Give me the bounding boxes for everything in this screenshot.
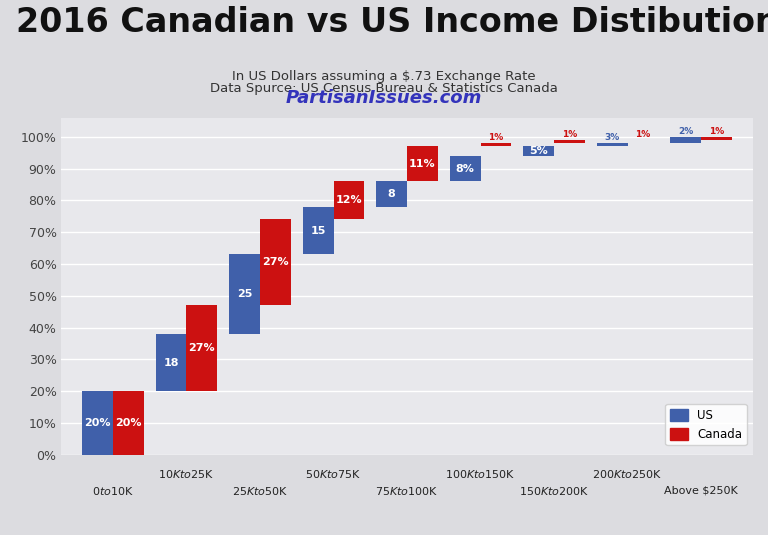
Bar — [407, 146, 438, 181]
Text: $25K to $50K: $25K to $50K — [232, 485, 288, 497]
Bar — [303, 207, 333, 255]
Bar — [376, 181, 407, 207]
Text: 8: 8 — [388, 189, 396, 199]
Bar — [82, 391, 113, 455]
Bar — [481, 143, 511, 146]
Legend: US, Canada: US, Canada — [665, 404, 746, 446]
Text: 12%: 12% — [336, 195, 362, 205]
Text: 1%: 1% — [635, 129, 650, 139]
Text: $150K to $200K: $150K to $200K — [519, 485, 589, 497]
Text: 5%: 5% — [529, 146, 548, 156]
Bar — [260, 219, 291, 305]
Text: $ 0 to $10K: $ 0 to $10K — [92, 485, 134, 497]
Bar — [670, 137, 701, 143]
Bar — [187, 305, 217, 391]
Text: In US Dollars assuming a $.73 Exchange Rate: In US Dollars assuming a $.73 Exchange R… — [232, 70, 536, 83]
Text: 20%: 20% — [115, 418, 141, 428]
Text: 15: 15 — [310, 226, 326, 235]
Text: 20%: 20% — [84, 418, 111, 428]
Text: $10K to $25K: $10K to $25K — [158, 468, 214, 480]
Text: 1%: 1% — [488, 133, 504, 142]
Bar — [450, 156, 481, 181]
Text: 11%: 11% — [409, 159, 435, 169]
Text: Data Spurce: US Census Bureau & Statistics Canada: Data Spurce: US Census Bureau & Statisti… — [210, 82, 558, 95]
Text: PartisanIssues.com: PartisanIssues.com — [286, 89, 482, 107]
Text: $100K to $150K: $100K to $150K — [445, 468, 516, 480]
Bar — [701, 137, 732, 140]
Bar — [554, 140, 585, 143]
Bar — [523, 146, 554, 156]
Bar — [113, 391, 144, 455]
Bar — [597, 143, 627, 146]
Text: 27%: 27% — [189, 343, 215, 353]
Bar — [229, 255, 260, 334]
Text: 18: 18 — [164, 357, 179, 368]
Text: 25: 25 — [237, 289, 252, 299]
Title: 2016 Canadian vs US Income Distibutions: 2016 Canadian vs US Income Distibutions — [15, 5, 768, 39]
Text: 1%: 1% — [709, 126, 724, 135]
Text: $75K to $100K: $75K to $100K — [376, 485, 439, 497]
Text: 2%: 2% — [678, 126, 694, 135]
Text: $200K to $250K: $200K to $250K — [592, 468, 663, 480]
Text: 8%: 8% — [455, 164, 475, 173]
Text: 1%: 1% — [562, 129, 578, 139]
Bar — [333, 181, 364, 219]
Text: $50K to $75K: $50K to $75K — [306, 468, 362, 480]
Text: 27%: 27% — [262, 257, 289, 268]
Bar — [156, 334, 187, 391]
Text: Above $250K: Above $250K — [664, 485, 738, 495]
Text: 3%: 3% — [604, 133, 620, 142]
